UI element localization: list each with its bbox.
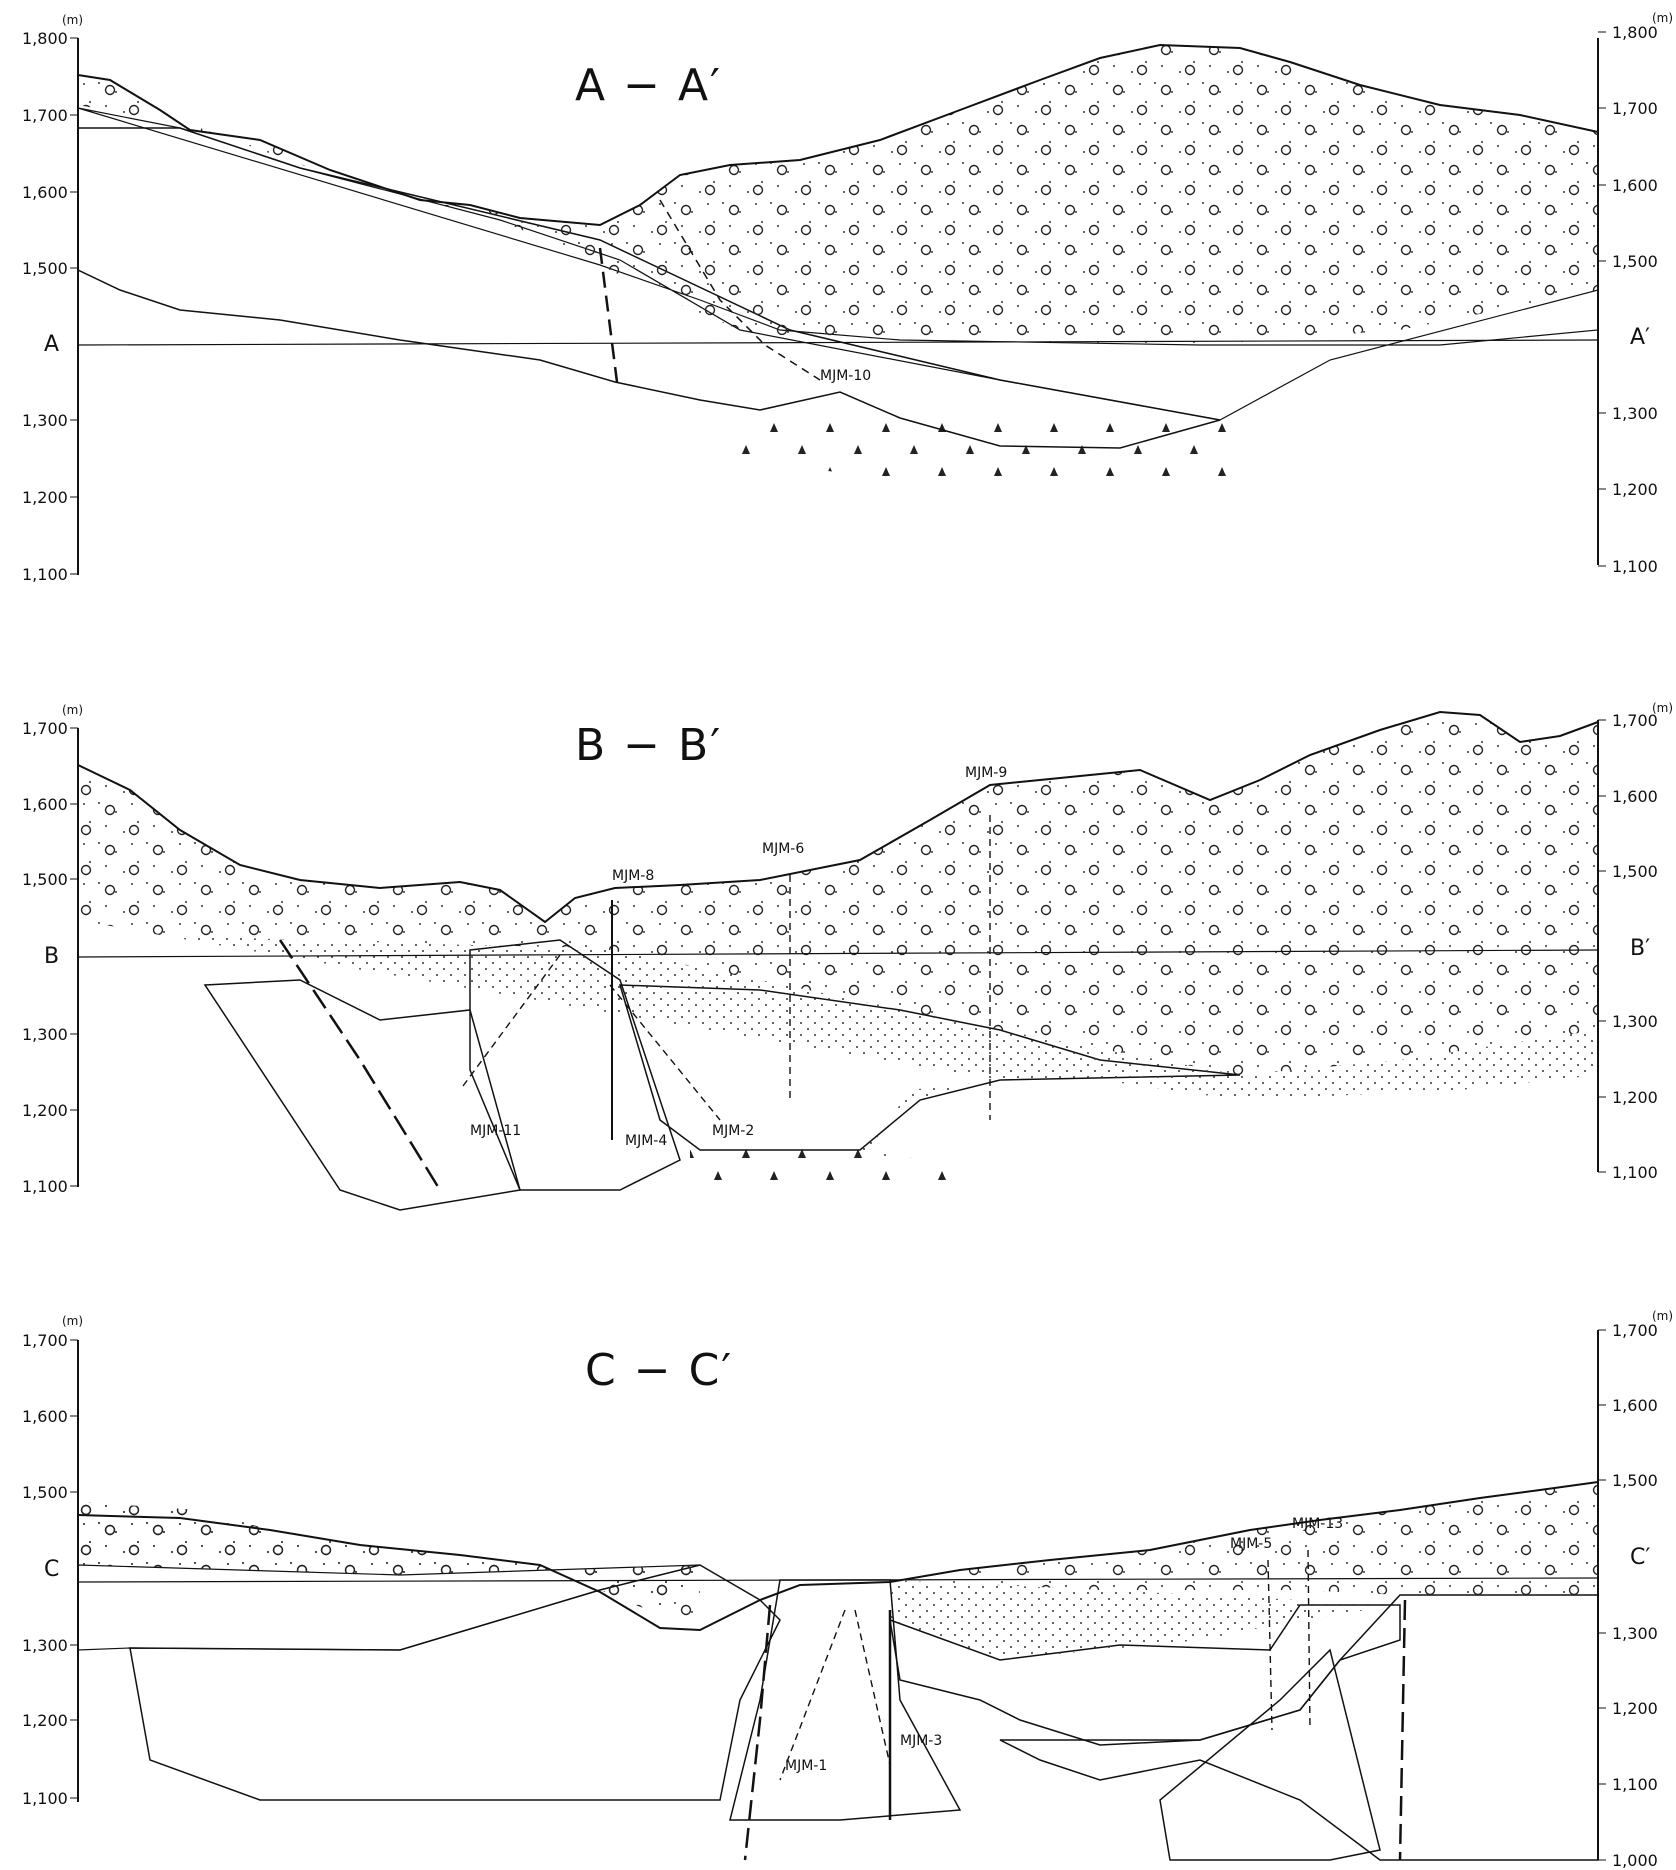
section-b-right-axis: 1,700 1,600 1,500 B′ 1,300 1,200 1,100 (… [1598, 701, 1673, 1182]
drillhole-label: MJM-4 [625, 1133, 667, 1149]
section-a: 1,800 1,700 1,600 1,500 A 1,300 1,200 1,… [22, 11, 1673, 584]
drillhole-label: MJM-11 [470, 1123, 521, 1139]
tick-label: 1,700 [1612, 1321, 1658, 1340]
tick-label: 1,300 [22, 1636, 68, 1655]
andesite-unit [730, 410, 1240, 480]
drillhole-label: MJM-8 [612, 868, 654, 884]
tick-label: 1,700 [1612, 99, 1658, 118]
section-c-title: C − C′ [585, 1345, 733, 1396]
section-a-title: A − A′ [575, 60, 722, 111]
tick-label: 1,100 [22, 1789, 68, 1808]
tick-label: 1,100 [1612, 1163, 1658, 1182]
section-b-right-end: B′ [1630, 936, 1650, 961]
section-c-right-axis: 1,700 1,600 1,500 C′ 1,300 1,200 1,100 1… [1598, 1309, 1673, 1870]
tick-label: 1,600 [22, 183, 68, 202]
tick-label: 1,300 [22, 411, 68, 430]
drillhole-label: MJM-5 [1230, 1536, 1272, 1552]
tick-label: 1,800 [1612, 23, 1658, 42]
gravel-unit [78, 1502, 700, 1620]
tick-label: 1,200 [1612, 1088, 1658, 1107]
unit-label: (m) [1652, 1309, 1673, 1323]
breccia-unit [999, 1594, 1599, 1861]
section-c-left-end: C [44, 1557, 59, 1582]
tick-label: 1,200 [1612, 480, 1658, 499]
tick-label: 1,100 [22, 565, 68, 584]
unit-label: (m) [1652, 11, 1673, 25]
tick-label: 1,300 [22, 1025, 68, 1044]
tick-label: 1,200 [22, 488, 68, 507]
tick-label: 1,100 [22, 1177, 68, 1196]
tick-label: 1,600 [22, 795, 68, 814]
tick-label: 1,600 [1612, 787, 1658, 806]
tick-label: 1,500 [1612, 862, 1658, 881]
unit-label: (m) [62, 1314, 83, 1328]
andesite-unit [690, 1148, 980, 1190]
sand-unit [77, 1564, 701, 1651]
section-b-surface [77, 710, 1599, 924]
tick-label: 1,600 [22, 1407, 68, 1426]
tick-label: 1,600 [1612, 176, 1658, 195]
section-a-surface [77, 43, 1599, 227]
unit-label: (m) [1652, 701, 1673, 715]
intrusive-unit [1159, 1648, 1381, 1861]
section-a-right-axis: 1,800 1,700 1,600 1,500 A′ 1,300 1,200 1… [1598, 11, 1673, 576]
tick-label: 1,500 [22, 259, 68, 278]
section-a-right-end: A′ [1630, 325, 1650, 350]
tick-label: 1,100 [1612, 1775, 1658, 1794]
tick-label: 1,300 [1612, 404, 1658, 423]
section-b: 1,700 1,600 1,500 B 1,300 1,200 1,100 (m… [22, 701, 1673, 1211]
basement-unit [203, 979, 521, 1211]
tick-label: 1,000 [1612, 1851, 1658, 1870]
tick-label: 1,100 [1612, 557, 1658, 576]
sand-unit [890, 1580, 1400, 1660]
tick-label: 1,600 [1612, 1396, 1658, 1415]
tick-label: 1,300 [1612, 1624, 1658, 1643]
drillhole-label: MJM-3 [900, 1733, 942, 1749]
drillhole-label: MJM-13 [1292, 1516, 1343, 1532]
drillhole-label: MJM-10 [820, 368, 871, 384]
tick-label: 1,700 [22, 719, 68, 738]
tick-label: 1,500 [1612, 252, 1658, 271]
tick-label: 1,800 [22, 29, 68, 48]
gravel-unit [78, 712, 1598, 1075]
sand-unit [160, 935, 1598, 1180]
section-b-left-axis: 1,700 1,600 1,500 B 1,300 1,200 1,100 (m… [22, 703, 83, 1196]
tick-label: 1,200 [22, 1101, 68, 1120]
tick-label: 1,500 [22, 1483, 68, 1502]
drillhole-label: MJM-2 [712, 1123, 754, 1139]
drillhole-label: MJM-6 [762, 841, 804, 857]
unit-label: (m) [62, 703, 83, 717]
section-a-left-end: A [44, 332, 59, 357]
unit-label: (m) [62, 13, 83, 27]
tick-label: 1,200 [22, 1711, 68, 1730]
section-b-title: B − B′ [575, 720, 722, 771]
section-a-left-axis: 1,800 1,700 1,600 1,500 A 1,300 1,200 1,… [22, 13, 83, 584]
section-c-right-end: C′ [1630, 1545, 1650, 1570]
tick-label: 1,700 [22, 106, 68, 125]
gravel-unit [78, 45, 1598, 345]
tick-label: 1,200 [1612, 1699, 1658, 1718]
tick-label: 1,500 [22, 870, 68, 889]
drillhole-label: MJM-9 [965, 765, 1007, 781]
tick-label: 1,700 [1612, 711, 1658, 730]
section-c: 1,700 1,600 1,500 C 1,300 1,200 1,100 (m… [22, 1309, 1673, 1870]
drillhole-label: MJM-1 [785, 1758, 827, 1774]
tick-label: 1,300 [1612, 1012, 1658, 1031]
gravel-unit [890, 1482, 1598, 1595]
section-b-left-end: B [44, 944, 59, 969]
section-c-surface [77, 1481, 1599, 1632]
section-c-left-axis: 1,700 1,600 1,500 C 1,300 1,200 1,100 (m… [22, 1314, 83, 1808]
tick-label: 1,500 [1612, 1471, 1658, 1490]
tick-label: 1,700 [22, 1331, 68, 1350]
